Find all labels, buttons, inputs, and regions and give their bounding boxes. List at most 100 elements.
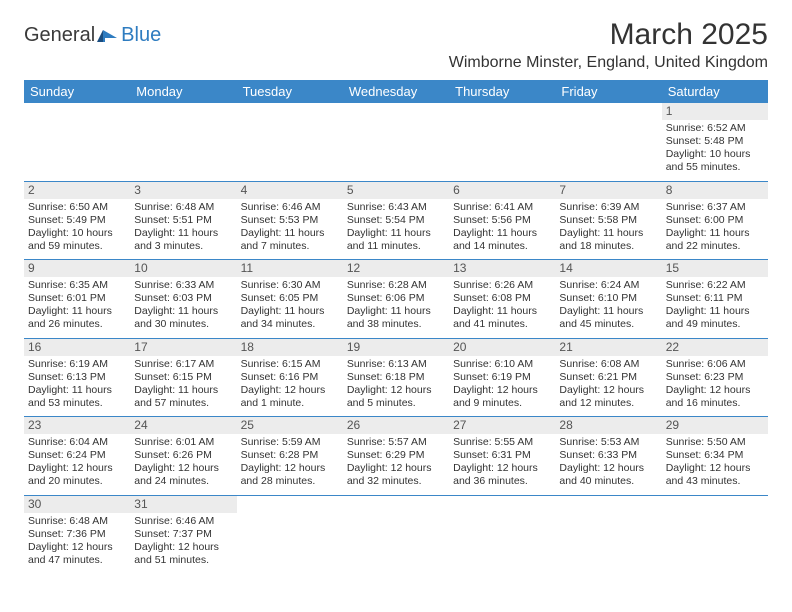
day-sunrise: Sunrise: 6:19 AM (28, 358, 126, 371)
day-sunrise: Sunrise: 5:59 AM (241, 436, 339, 449)
day-sunset: Sunset: 6:00 PM (666, 214, 764, 227)
day-number: 24 (130, 417, 236, 434)
day-daylight: Daylight: 12 hours and 51 minutes. (134, 541, 232, 567)
day-daylight: Daylight: 12 hours and 12 minutes. (559, 384, 657, 410)
day-daylight: Daylight: 10 hours and 55 minutes. (666, 148, 764, 174)
day-daylight: Daylight: 11 hours and 11 minutes. (347, 227, 445, 253)
calendar-cell: 6Sunrise: 6:41 AMSunset: 5:56 PMDaylight… (449, 181, 555, 260)
day-number-blank (343, 496, 449, 513)
day-sunset: Sunset: 6:23 PM (666, 371, 764, 384)
day-sunrise: Sunrise: 6:22 AM (666, 279, 764, 292)
calendar-cell (343, 103, 449, 181)
day-daylight: Daylight: 12 hours and 1 minute. (241, 384, 339, 410)
calendar-table: SundayMondayTuesdayWednesdayThursdayFrid… (24, 80, 768, 573)
calendar-cell (237, 495, 343, 573)
day-number: 29 (662, 417, 768, 434)
day-daylight: Daylight: 11 hours and 49 minutes. (666, 305, 764, 331)
day-daylight: Daylight: 11 hours and 3 minutes. (134, 227, 232, 253)
day-daylight: Daylight: 12 hours and 9 minutes. (453, 384, 551, 410)
day-daylight: Daylight: 12 hours and 16 minutes. (666, 384, 764, 410)
month-title: March 2025 (449, 18, 768, 52)
calendar-cell (449, 103, 555, 181)
calendar-cell: 19Sunrise: 6:13 AMSunset: 6:18 PMDayligh… (343, 338, 449, 417)
day-sunrise: Sunrise: 6:13 AM (347, 358, 445, 371)
day-sunset: Sunset: 7:37 PM (134, 528, 232, 541)
day-sunrise: Sunrise: 6:48 AM (28, 515, 126, 528)
day-sunset: Sunset: 6:34 PM (666, 449, 764, 462)
day-sunset: Sunset: 6:05 PM (241, 292, 339, 305)
day-daylight: Daylight: 11 hours and 41 minutes. (453, 305, 551, 331)
calendar-cell: 15Sunrise: 6:22 AMSunset: 6:11 PMDayligh… (662, 260, 768, 339)
day-number: 10 (130, 260, 236, 277)
day-daylight: Daylight: 11 hours and 53 minutes. (28, 384, 126, 410)
day-sunset: Sunset: 5:49 PM (28, 214, 126, 227)
day-daylight: Daylight: 12 hours and 28 minutes. (241, 462, 339, 488)
day-sunrise: Sunrise: 6:15 AM (241, 358, 339, 371)
title-block: March 2025 Wimborne Minster, England, Un… (449, 18, 768, 72)
day-sunset: Sunset: 6:08 PM (453, 292, 551, 305)
day-sunrise: Sunrise: 6:48 AM (134, 201, 232, 214)
weekday-header: Saturday (662, 80, 768, 103)
day-daylight: Daylight: 11 hours and 18 minutes. (559, 227, 657, 253)
day-sunset: Sunset: 6:24 PM (28, 449, 126, 462)
weekday-header: Sunday (24, 80, 130, 103)
day-sunset: Sunset: 5:48 PM (666, 135, 764, 148)
day-number-blank (555, 103, 661, 120)
calendar-cell: 13Sunrise: 6:26 AMSunset: 6:08 PMDayligh… (449, 260, 555, 339)
day-sunrise: Sunrise: 6:37 AM (666, 201, 764, 214)
day-number: 26 (343, 417, 449, 434)
day-sunset: Sunset: 6:01 PM (28, 292, 126, 305)
day-sunset: Sunset: 6:28 PM (241, 449, 339, 462)
day-number-blank (237, 496, 343, 513)
day-sunrise: Sunrise: 5:53 AM (559, 436, 657, 449)
calendar-cell (24, 103, 130, 181)
day-number: 13 (449, 260, 555, 277)
day-sunset: Sunset: 6:13 PM (28, 371, 126, 384)
day-number: 11 (237, 260, 343, 277)
day-sunset: Sunset: 6:19 PM (453, 371, 551, 384)
calendar-cell: 9Sunrise: 6:35 AMSunset: 6:01 PMDaylight… (24, 260, 130, 339)
calendar-row: 1Sunrise: 6:52 AMSunset: 5:48 PMDaylight… (24, 103, 768, 181)
calendar-cell: 30Sunrise: 6:48 AMSunset: 7:36 PMDayligh… (24, 495, 130, 573)
day-daylight: Daylight: 11 hours and 7 minutes. (241, 227, 339, 253)
logo: General Blue (24, 24, 161, 47)
day-number: 6 (449, 182, 555, 199)
day-sunrise: Sunrise: 6:39 AM (559, 201, 657, 214)
day-sunset: Sunset: 6:31 PM (453, 449, 551, 462)
day-sunset: Sunset: 6:11 PM (666, 292, 764, 305)
day-number-blank (343, 103, 449, 120)
day-sunset: Sunset: 6:26 PM (134, 449, 232, 462)
day-number: 12 (343, 260, 449, 277)
day-daylight: Daylight: 11 hours and 57 minutes. (134, 384, 232, 410)
calendar-cell (237, 103, 343, 181)
day-daylight: Daylight: 11 hours and 26 minutes. (28, 305, 126, 331)
weekday-header: Thursday (449, 80, 555, 103)
day-sunrise: Sunrise: 5:57 AM (347, 436, 445, 449)
day-number: 31 (130, 496, 236, 513)
day-sunset: Sunset: 5:51 PM (134, 214, 232, 227)
calendar-cell: 24 Sunrise: 6:01 AMSunset: 6:26 PMDayligh… (130, 417, 236, 496)
day-sunrise: Sunrise: 6:52 AM (666, 122, 764, 135)
calendar-row: 2Sunrise: 6:50 AMSunset: 5:49 PMDaylight… (24, 181, 768, 260)
day-sunrise: Sunrise: 6:46 AM (134, 515, 232, 528)
page-header: General Blue March 2025 Wimborne Minster… (24, 18, 768, 72)
calendar-cell: 28Sunrise: 5:53 AMSunset: 6:33 PMDayligh… (555, 417, 661, 496)
day-daylight: Daylight: 12 hours and 47 minutes. (28, 541, 126, 567)
day-sunrise: Sunrise: 6:01 AM (134, 436, 232, 449)
logo-flag-icon (97, 28, 119, 44)
day-sunset: Sunset: 6:29 PM (347, 449, 445, 462)
calendar-cell (555, 103, 661, 181)
calendar-cell: 18Sunrise: 6:15 AMSunset: 6:16 PMDayligh… (237, 338, 343, 417)
day-sunrise: Sunrise: 6:17 AM (134, 358, 232, 371)
day-daylight: Daylight: 12 hours and 24 minutes. (134, 462, 232, 488)
day-number: 28 (555, 417, 661, 434)
day-daylight: Daylight: 11 hours and 14 minutes. (453, 227, 551, 253)
calendar-cell: 22Sunrise: 6:06 AMSunset: 6:23 PMDayligh… (662, 338, 768, 417)
calendar-cell: 27Sunrise: 5:55 AMSunset: 6:31 PMDayligh… (449, 417, 555, 496)
day-number-blank (130, 103, 236, 120)
day-daylight: Daylight: 11 hours and 34 minutes. (241, 305, 339, 331)
logo-text-blue: Blue (121, 24, 161, 47)
day-number: 7 (555, 182, 661, 199)
weekday-header: Friday (555, 80, 661, 103)
calendar-cell: 31 Sunrise: 6:46 AMSunset: 7:37 PMDayligh… (130, 495, 236, 573)
